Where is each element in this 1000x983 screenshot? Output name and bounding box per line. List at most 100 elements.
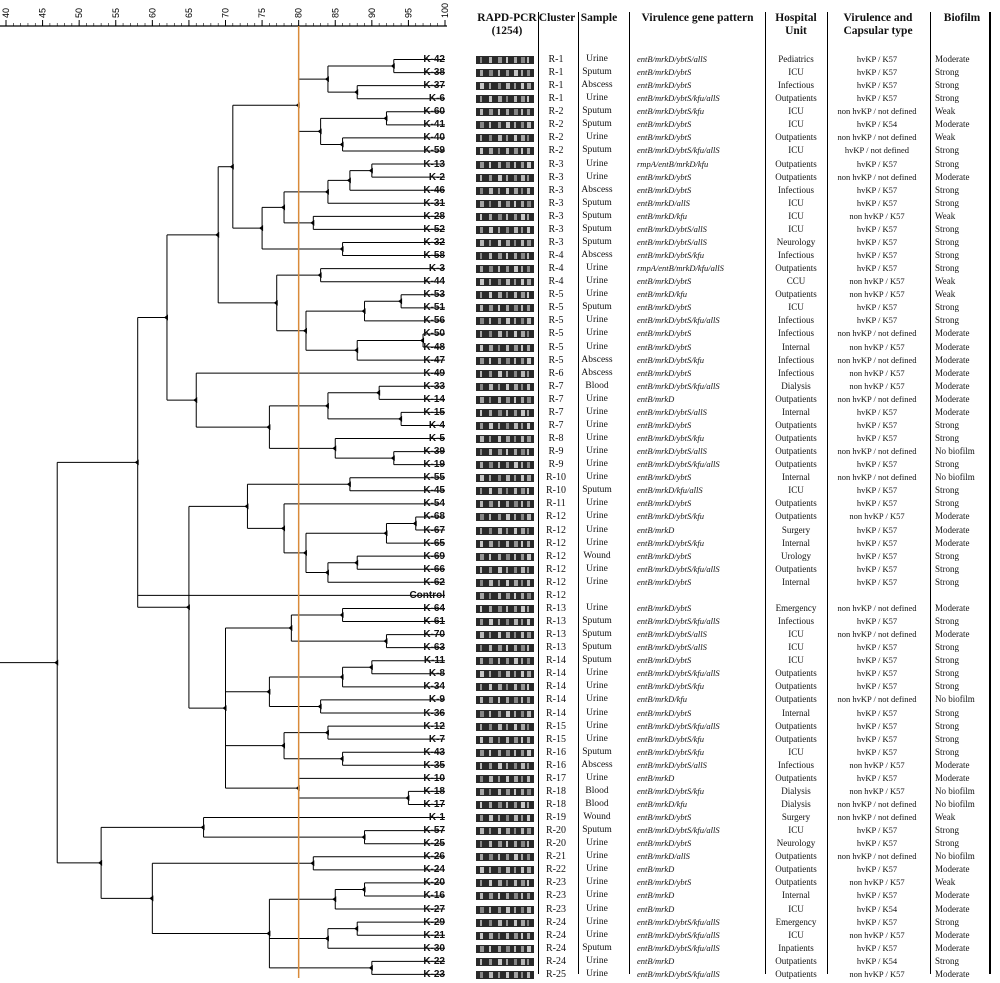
sample-cell: Abscess — [581, 184, 613, 195]
gel-band — [498, 801, 502, 808]
sample-cell: Blood — [585, 798, 609, 809]
hospital-unit-cell: Outpatients — [775, 263, 817, 274]
header-cluster: Cluster — [538, 12, 576, 24]
gel-band — [498, 697, 500, 704]
gel-band — [506, 605, 508, 612]
isolate-id: K-21 — [423, 929, 445, 941]
gel-band — [480, 357, 484, 364]
biofilm-cell: No biofilm — [935, 798, 975, 809]
gel-lane — [476, 69, 534, 78]
gel-band — [514, 841, 517, 848]
gene-pattern-cell: entB/mrkD/ybtS/kfu/allS — [637, 93, 720, 104]
gel-band — [521, 775, 523, 782]
gel-band — [514, 801, 517, 808]
gel-band — [506, 57, 508, 63]
gel-band — [527, 815, 530, 822]
gel-band — [527, 331, 529, 338]
gel-band — [514, 684, 517, 691]
gel-band — [489, 540, 493, 547]
gel-band — [489, 514, 491, 521]
gel-band — [480, 174, 482, 181]
gel-band — [514, 514, 516, 521]
gel-band — [506, 357, 510, 364]
biofilm-cell: Weak — [935, 132, 956, 143]
isolate-id: K-14 — [423, 393, 445, 405]
sample-cell: Urine — [586, 171, 608, 182]
hospital-unit-cell: ICU — [788, 210, 804, 221]
isolate-id: K-57 — [423, 825, 445, 837]
biofilm-cell: Strong — [935, 197, 960, 208]
gene-pattern-cell: entB/mrkD/kfu — [637, 210, 688, 221]
gel-band — [521, 161, 524, 168]
gel-lane — [476, 448, 534, 457]
isolate-id: K-30 — [423, 942, 445, 954]
gel-band — [498, 710, 501, 717]
gel-band — [498, 671, 501, 678]
gel-band — [527, 880, 529, 887]
gel-lane — [476, 95, 534, 104]
sample-cell: Sputum — [582, 942, 612, 953]
gel-band — [489, 958, 492, 965]
gel-band — [521, 70, 523, 77]
hospital-unit-cell: Infectious — [778, 354, 814, 365]
gel-band — [489, 684, 492, 691]
isolate-id: K-36 — [423, 707, 445, 719]
gel-band — [489, 553, 491, 560]
gel-band — [527, 279, 531, 286]
gel-band — [521, 579, 523, 586]
gel-band — [489, 292, 492, 299]
hospital-unit-cell: Emergency — [775, 602, 817, 613]
gel-band — [527, 945, 531, 952]
hospital-unit-cell: Infectious — [778, 759, 814, 770]
gel-band — [514, 148, 518, 155]
gel-band — [514, 880, 517, 887]
cluster-cell: R-1 — [548, 80, 564, 92]
biofilm-cell: Strong — [935, 642, 960, 653]
scale-tick-label: 80 — [294, 8, 304, 18]
gel-band — [514, 409, 517, 416]
biofilm-cell: No biofilm — [935, 694, 975, 705]
cluster-cell: R-11 — [546, 498, 566, 510]
gel-band — [480, 488, 482, 495]
cluster-cell: R-18 — [546, 785, 566, 797]
virulence-cell: non hvKP / not defined — [837, 851, 917, 862]
gel-band — [521, 632, 524, 639]
gel-lane — [476, 134, 534, 143]
gel-lane — [476, 369, 534, 378]
gel-band — [480, 553, 484, 560]
biofilm-cell: Strong — [935, 433, 960, 444]
hospital-unit-cell: Outpatients — [775, 511, 817, 522]
gel-band — [480, 658, 483, 665]
gel-band — [506, 279, 510, 286]
gel-lane — [476, 800, 534, 809]
cluster-cell: R-17 — [546, 772, 566, 784]
gel-lane — [476, 474, 534, 483]
gel-band — [480, 684, 482, 691]
gel-band — [489, 436, 491, 443]
gel-lane — [476, 147, 534, 156]
isolate-id: K-39 — [423, 446, 445, 458]
gel-band — [514, 605, 517, 612]
biofilm-cell: Strong — [935, 419, 960, 430]
gel-band — [498, 187, 500, 194]
gene-pattern-cell: entB/mrkD/ybtS/kfu — [637, 537, 705, 548]
isolate-id: K-25 — [423, 838, 445, 850]
cluster-cell: R-8 — [548, 433, 564, 445]
virulence-cell: hvKP / K57 — [856, 733, 898, 744]
virulence-cell: hvKP / K57 — [856, 236, 898, 247]
gel-band — [498, 932, 500, 939]
gel-band — [498, 344, 500, 351]
sample-cell: Sputum — [582, 106, 612, 117]
gel-band — [514, 462, 518, 469]
gel-lane — [476, 957, 534, 966]
virulence-cell: hvKP / K57 — [856, 67, 898, 78]
divider-gene — [629, 12, 630, 974]
gel-band — [527, 396, 531, 403]
cluster-cell: R-14 — [546, 694, 566, 706]
cluster-cell: R-23 — [546, 890, 566, 902]
cluster-cell: R-9 — [548, 459, 564, 471]
gel-band — [506, 775, 509, 782]
gel-band — [498, 919, 502, 926]
gel-band — [506, 135, 508, 142]
gel-band — [480, 318, 484, 325]
